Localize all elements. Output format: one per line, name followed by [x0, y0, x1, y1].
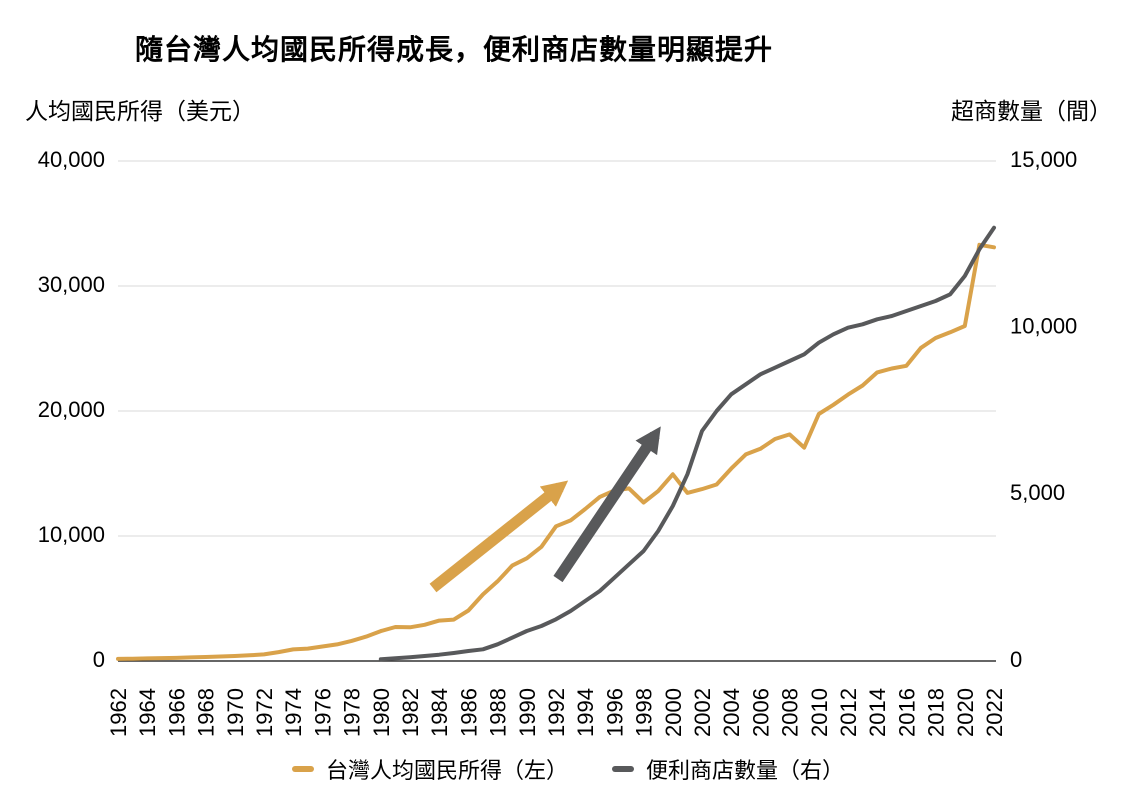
x-axis-tick-label: 2010	[807, 688, 832, 737]
chart-legend: 台灣人均國民所得（左） 便利商店數量（右）	[0, 753, 1136, 785]
x-axis-tick-label: 1968	[194, 688, 219, 737]
x-axis-tick-label: 1970	[223, 688, 248, 737]
x-axis-tick-label: 1962	[106, 688, 131, 737]
x-axis-tick-label: 1978	[340, 688, 365, 737]
x-axis-tick-label: 1982	[398, 688, 423, 737]
x-axis-tick-label: 1966	[164, 688, 189, 737]
x-axis-tick-label: 2018	[924, 688, 949, 737]
left-axis-tick-label: 30,000	[38, 272, 105, 297]
x-axis-tick-label: 2020	[953, 688, 978, 737]
x-axis-tick-label: 1974	[281, 688, 306, 737]
x-axis-tick-label: 1984	[427, 688, 452, 737]
x-axis-tick-label: 1964	[135, 688, 160, 737]
right-axis-unit-label: 超商數量（間）	[951, 98, 1112, 124]
x-axis-tick-label: 1986	[456, 688, 481, 737]
x-axis-tick-label: 2016	[894, 688, 919, 737]
x-axis-tick-label: 1998	[632, 688, 657, 737]
x-axis-tick-label: 2022	[982, 688, 1007, 737]
right-axis-tick-label: 0	[1010, 647, 1022, 672]
x-axis-tick-label: 2000	[661, 688, 686, 737]
x-axis-tick-label: 1980	[369, 688, 394, 737]
x-axis-tick-label: 1976	[310, 688, 335, 737]
x-axis-tick-label: 2004	[719, 688, 744, 737]
x-axis-tick-label: 2006	[748, 688, 773, 737]
income-trend-arrow	[429, 480, 569, 593]
left-axis-tick-label: 20,000	[38, 397, 105, 422]
left-axis-unit-label: 人均國民所得（美元）	[25, 98, 255, 124]
x-axis-tick-label: 1988	[486, 688, 511, 737]
x-axis-tick-label: 1972	[252, 688, 277, 737]
x-axis-tick-label: 1990	[515, 688, 540, 737]
x-axis-tick-label: 2012	[836, 688, 861, 737]
x-axis-tick-label: 1992	[544, 688, 569, 737]
x-axis-tick-label: 2008	[778, 688, 803, 737]
left-axis-tick-label: 0	[93, 647, 105, 672]
right-axis-tick-label: 10,000	[1010, 313, 1077, 338]
x-axis-tick-label: 2002	[690, 688, 715, 737]
income-line	[116, 242, 996, 661]
left-axis-tick-label: 10,000	[38, 522, 105, 547]
right-axis-tick-label: 5,000	[1010, 480, 1065, 505]
legend-item-label: 便利商店數量（右）	[646, 758, 845, 783]
legend-item-stores: 便利商店數量（右）	[612, 753, 844, 785]
stores-line	[378, 225, 996, 662]
x-axis-tick-label: 1994	[573, 688, 598, 737]
income-legend-swatch-icon	[291, 766, 314, 772]
stores-trend-arrow	[553, 426, 661, 583]
left-axis-tick-label: 40,000	[38, 147, 105, 172]
stores-legend-swatch-icon	[612, 766, 634, 772]
legend-item-label: 台灣人均國民所得（左）	[325, 758, 568, 783]
legend-item-income: 台灣人均國民所得（左）	[291, 753, 568, 785]
right-axis-tick-label: 15,000	[1010, 147, 1077, 172]
x-axis-tick-label: 1996	[602, 688, 627, 737]
x-axis-tick-label: 2014	[865, 688, 890, 737]
chart-title: 隨台灣人均國民所得成長，便利商店數量明顯提升	[135, 34, 774, 65]
